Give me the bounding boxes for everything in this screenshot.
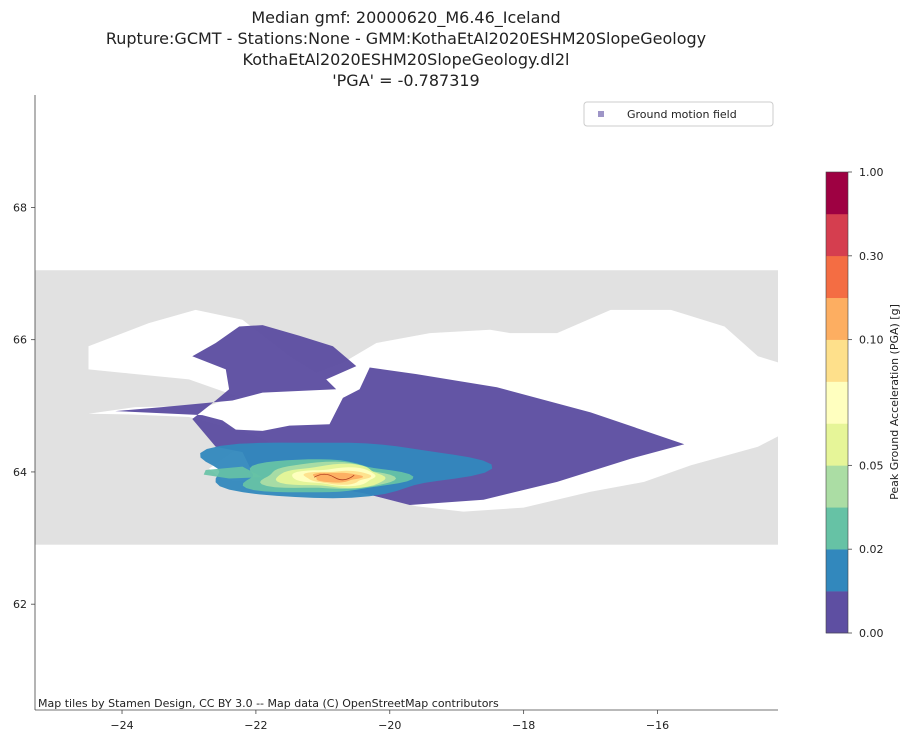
colorbar-swatch [826, 213, 848, 257]
colorbar-swatch [826, 549, 848, 592]
x-tick-label: −22 [244, 719, 267, 732]
epicenter-marker [314, 473, 355, 481]
colorbar-swatch [826, 591, 848, 634]
colorbar-tick-label: 0.00 [859, 627, 884, 640]
colorbar-tick-label: 0.02 [859, 543, 884, 556]
gmf-reykjanes-tail [203, 466, 263, 479]
x-axis-ticks: −24 −22 −20 −18 −16 [110, 710, 669, 732]
colorbar-ticks: 0.00 0.02 0.05 0.10 0.30 1.00 [848, 166, 884, 640]
colorbar-swatch [826, 255, 848, 299]
colorbar-tick-label: 1.00 [859, 166, 884, 179]
colorbar-swatch [826, 423, 848, 466]
x-tick-label: −16 [646, 719, 669, 732]
title-line: KothaEtAl2020ESHM20SlopeGeology.dl2l [242, 50, 570, 69]
title-line: Median gmf: 20000620_M6.46_Iceland [251, 8, 561, 27]
colorbar-swatch [826, 507, 848, 550]
title-line: 'PGA' = -0.787319 [332, 71, 480, 90]
colorbar-tick-label: 0.10 [859, 334, 884, 347]
colorbar-swatch [826, 297, 848, 340]
colorbar-tick-label: 0.30 [859, 250, 884, 263]
colorbar [825, 171, 849, 634]
legend-marker [598, 111, 604, 117]
plot-area [35, 270, 778, 545]
title-line: Rupture:GCMT - Stations:None - GMM:Kotha… [105, 29, 707, 48]
y-axis-ticks: 62 64 66 68 [13, 201, 35, 611]
gmf-class-7 [312, 472, 363, 483]
y-tick-label: 66 [13, 334, 27, 347]
x-tick-label: −18 [512, 719, 535, 732]
legend-box [583, 101, 774, 127]
y-tick-label: 62 [13, 598, 27, 611]
colorbar-swatch [826, 465, 848, 508]
legend-label: Ground motion field [627, 108, 737, 121]
colorbar-swatch [826, 172, 848, 215]
colorbar-tick-label: 0.05 [859, 459, 884, 472]
legend: Ground motion field [583, 101, 774, 127]
y-tick-label: 64 [13, 466, 27, 479]
colorbar-label: Peak Ground Acceleration (PGA) [g] [888, 304, 901, 500]
colorbar-frame [825, 171, 849, 634]
y-tick-label: 68 [13, 201, 27, 214]
x-tick-label: −24 [110, 719, 133, 732]
x-tick-label: −20 [378, 719, 401, 732]
attribution-text: Map tiles by Stamen Design, CC BY 3.0 --… [38, 697, 499, 710]
chart-title: Median gmf: 20000620_M6.46_Iceland Ruptu… [0, 7, 812, 91]
colorbar-swatch [826, 339, 848, 382]
ground-motion-field [115, 325, 685, 505]
colorbar-swatch [826, 381, 848, 424]
